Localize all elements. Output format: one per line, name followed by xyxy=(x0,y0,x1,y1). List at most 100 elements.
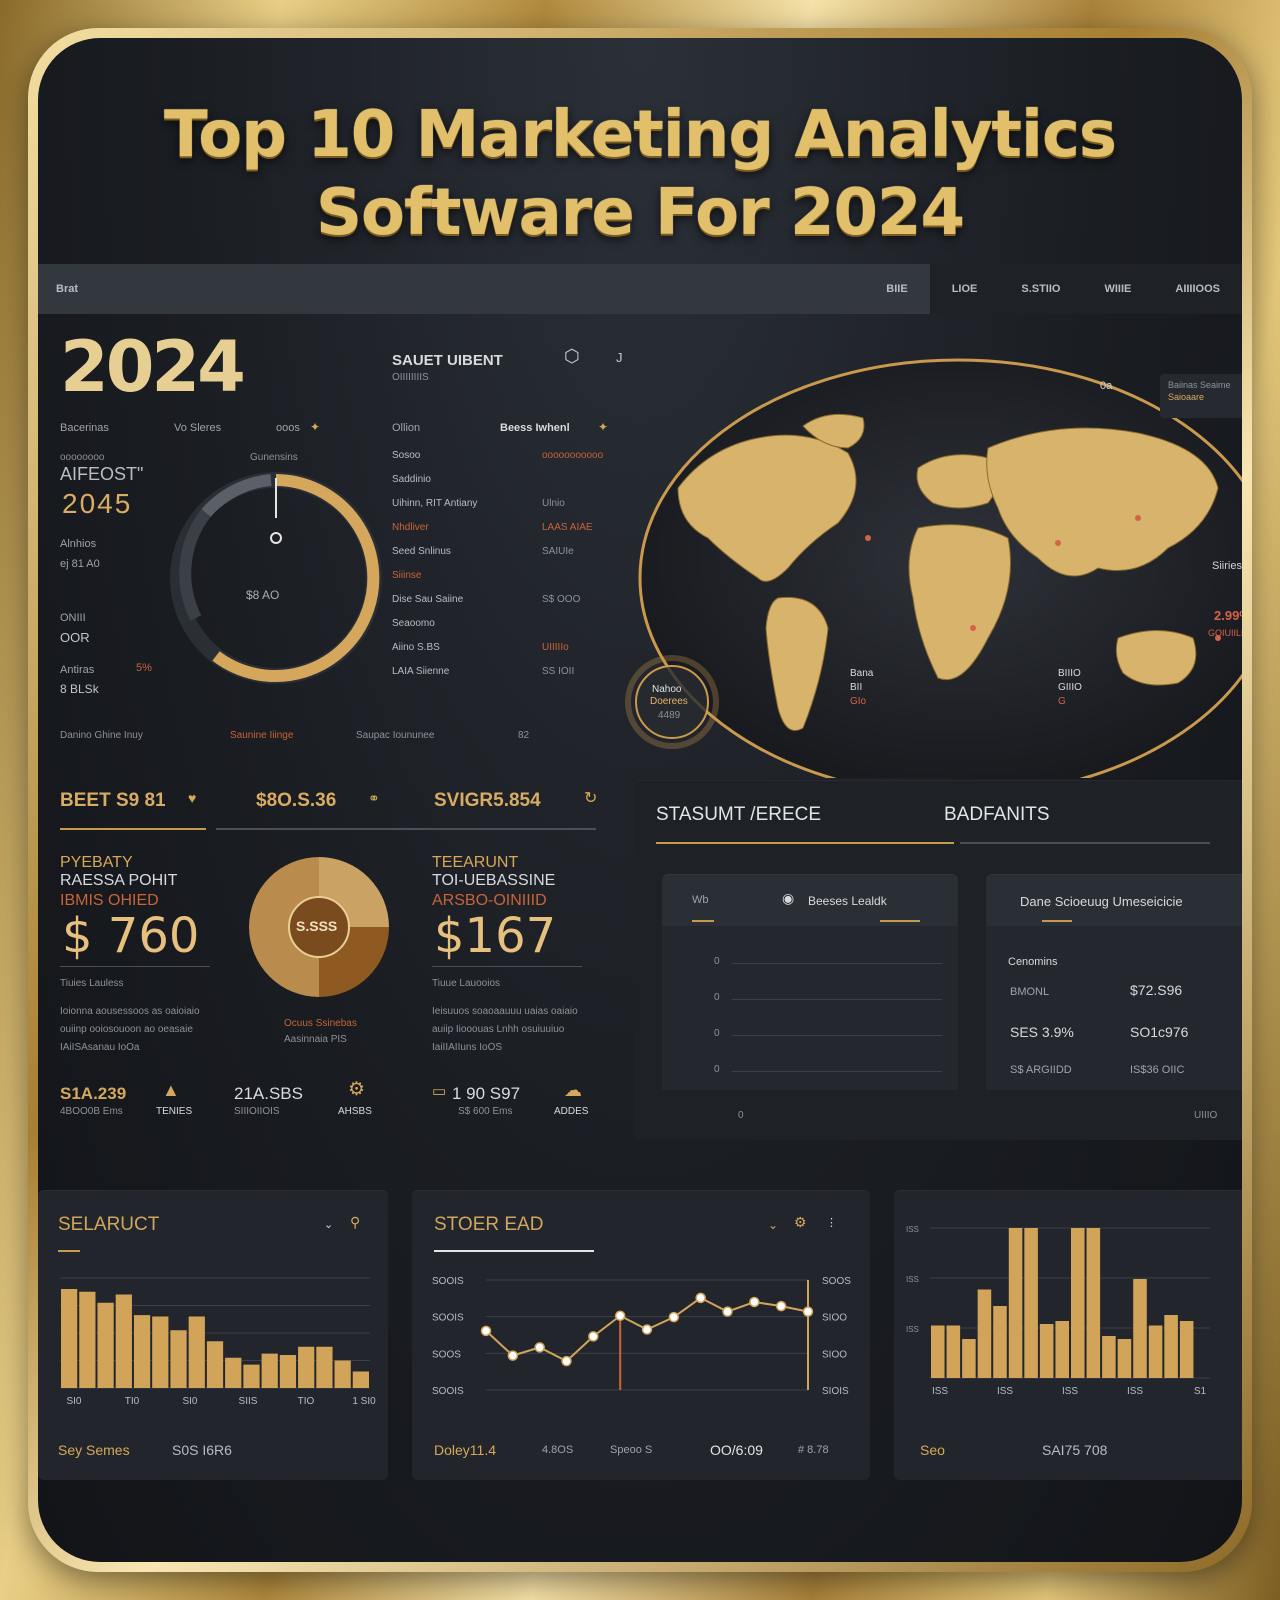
bar2-tick-label: ISS xyxy=(932,1386,948,1397)
chart-card-y4: 0 xyxy=(714,1064,720,1075)
bar2-bar xyxy=(962,1339,976,1378)
folder-icon[interactable]: ▭ xyxy=(432,1083,447,1100)
chart-card-tab1[interactable]: Wb xyxy=(692,894,709,906)
line1-point[interactable] xyxy=(534,1342,545,1353)
hexagon-icon[interactable]: ⬡ xyxy=(564,346,580,366)
line1-point[interactable] xyxy=(722,1306,733,1317)
title-line-2: Software For 2024 xyxy=(315,176,965,250)
bar2-bar xyxy=(931,1325,945,1378)
line1-foot-5: # 8.78 xyxy=(798,1444,829,1456)
nav-item-4[interactable]: WIIIE xyxy=(1082,264,1154,314)
metric-value: 2045 xyxy=(62,488,133,519)
filter-3[interactable]: ooos xyxy=(276,422,300,434)
pin1-line3: GIo xyxy=(850,696,867,707)
line1-point[interactable] xyxy=(749,1296,760,1308)
chart-card-underline-1 xyxy=(692,920,714,922)
line1-more-icon[interactable]: ⋮ xyxy=(826,1217,837,1229)
page-title: Top 10 Marketing Analytics Software For … xyxy=(38,96,1242,252)
region-circle[interactable] xyxy=(635,665,709,739)
chart-card-tab2[interactable]: Beeses Lealdk xyxy=(808,894,887,908)
metric-caption: oooooooo xyxy=(60,452,105,463)
donut-label1: Ocuus Ssinebas xyxy=(284,1018,357,1029)
filter-star-icon[interactable]: ✦ xyxy=(310,420,321,434)
left-card-desc1: Ioionna aousessoos as oaioiaio xyxy=(60,1006,200,1017)
mid-row-label: Aiino S.BS xyxy=(392,642,440,653)
line1-settings-icon[interactable]: ⚙ xyxy=(794,1214,807,1230)
bar1-tick-label: TIO xyxy=(298,1396,315,1407)
bar1-bar xyxy=(225,1357,242,1388)
gauge-gold-arc xyxy=(212,474,380,682)
dropdown-line2: Saioaare xyxy=(1168,392,1205,402)
bar2-bar xyxy=(1039,1324,1054,1378)
gauge-dark-arc xyxy=(179,509,211,621)
line1-point[interactable] xyxy=(561,1355,572,1367)
bar2-bar xyxy=(1055,1321,1069,1378)
left-card-value: $ 760 xyxy=(62,908,200,964)
bar2-bar xyxy=(1179,1321,1194,1378)
line1-point[interactable] xyxy=(668,1311,680,1323)
line1-point[interactable] xyxy=(775,1300,787,1312)
bar1-bar xyxy=(152,1316,169,1388)
cloud-icon[interactable]: ☁ xyxy=(564,1080,582,1100)
navbar-brand[interactable]: Brat xyxy=(56,283,79,295)
bar1-tick-label: 1 SI0 xyxy=(352,1396,376,1407)
bar2-bar xyxy=(1086,1228,1101,1378)
circle-line2: Doerees xyxy=(650,696,688,707)
line1-point[interactable] xyxy=(480,1325,492,1337)
line1-chevron-icon[interactable]: ⌄ xyxy=(768,1218,779,1232)
mid-row-value: SS IOII xyxy=(542,666,575,677)
line1-point[interactable] xyxy=(614,1310,626,1321)
donut-slice xyxy=(249,857,319,997)
heart-icon: ♥ xyxy=(188,790,197,806)
bar1-underline xyxy=(58,1250,80,1252)
filter-2[interactable]: Vo Sleres xyxy=(174,422,222,434)
mid-row-value: UIIIIIo xyxy=(542,642,569,653)
pin-icon[interactable]: ⚲ xyxy=(350,1214,361,1230)
mid-row-label: Dise Sau Saiine xyxy=(392,594,464,605)
line-chart-panel: STOER EAD ⌄ ⚙ ⋮ SOOIS SOOS SOOIS SIOO SOOS SI… xyxy=(412,1190,870,1480)
nav-item-3[interactable]: S.STIIO xyxy=(999,264,1083,314)
mid-filter-label[interactable]: Beess Iwhenl xyxy=(500,422,570,434)
line1-point[interactable] xyxy=(641,1324,653,1335)
map-icon-label[interactable]: 0a xyxy=(1100,380,1113,392)
mid-filter-icon[interactable]: ✦ xyxy=(598,420,609,434)
right-tab-1[interactable]: STASUMT /ERECE xyxy=(656,804,822,825)
line1-point[interactable] xyxy=(802,1306,814,1317)
pin2-line1: BIIIO xyxy=(1058,668,1081,679)
bar1-menu-icon[interactable]: ⌄ xyxy=(324,1219,334,1231)
cursor-icon[interactable]: J xyxy=(616,350,623,365)
world-map-panel: Nahoo Doerees 4489 0a Baiinas Seaime Sai… xyxy=(618,338,1242,798)
bar2-y-label: ISS xyxy=(906,1225,919,1234)
line1-point[interactable] xyxy=(695,1292,706,1304)
stat2-value: 8 BLSk xyxy=(60,682,99,696)
line1-y-left-label: SOOS xyxy=(432,1349,461,1360)
gear-icon[interactable]: ⚙ xyxy=(348,1079,366,1100)
nav-item-5[interactable]: AIIIIOOS xyxy=(1153,264,1242,314)
list-row1-value: $72.S96 xyxy=(1130,982,1183,998)
nav-item-2[interactable]: LIOE xyxy=(929,264,1000,314)
bar2-svg: ISS ISS ISS ISS ISS ISS ISS S1 xyxy=(906,1225,1210,1397)
line1-point[interactable] xyxy=(507,1350,519,1361)
map-dropdown[interactable]: Baiinas Seaime Saioaare ⌄ xyxy=(1160,374,1242,418)
chart-icon[interactable]: ▲ xyxy=(162,1080,180,1100)
africa xyxy=(908,524,1011,680)
chart-card-grid1 xyxy=(732,963,942,964)
refresh-icon[interactable]: ↻ xyxy=(584,790,598,807)
line1-point[interactable] xyxy=(588,1331,599,1342)
bar2-tick-label: ISS xyxy=(1127,1386,1143,1397)
mid-search-label[interactable]: Ollion xyxy=(392,422,421,434)
right-card-label3: ARSBO-OINIIID xyxy=(432,892,547,909)
donut-svg xyxy=(249,857,389,997)
bar2-tick-label: S1 xyxy=(1194,1386,1207,1397)
nav-item-1[interactable]: BIIE xyxy=(886,283,908,295)
right-tab-2[interactable]: BADFANITS xyxy=(944,804,1050,825)
bar1-bar xyxy=(279,1355,297,1388)
bottom-stat3-icon-label: ADDES xyxy=(554,1106,589,1117)
filter-1[interactable]: Bacerinas xyxy=(60,422,109,434)
bar2-bar xyxy=(1117,1339,1132,1378)
bar1-bar xyxy=(261,1353,278,1388)
bottom-stat1-icon-label: TENIES xyxy=(156,1106,193,1117)
right-card-divider xyxy=(432,966,582,967)
list-card-body xyxy=(986,926,1242,1090)
region-circle-halo xyxy=(625,655,719,749)
